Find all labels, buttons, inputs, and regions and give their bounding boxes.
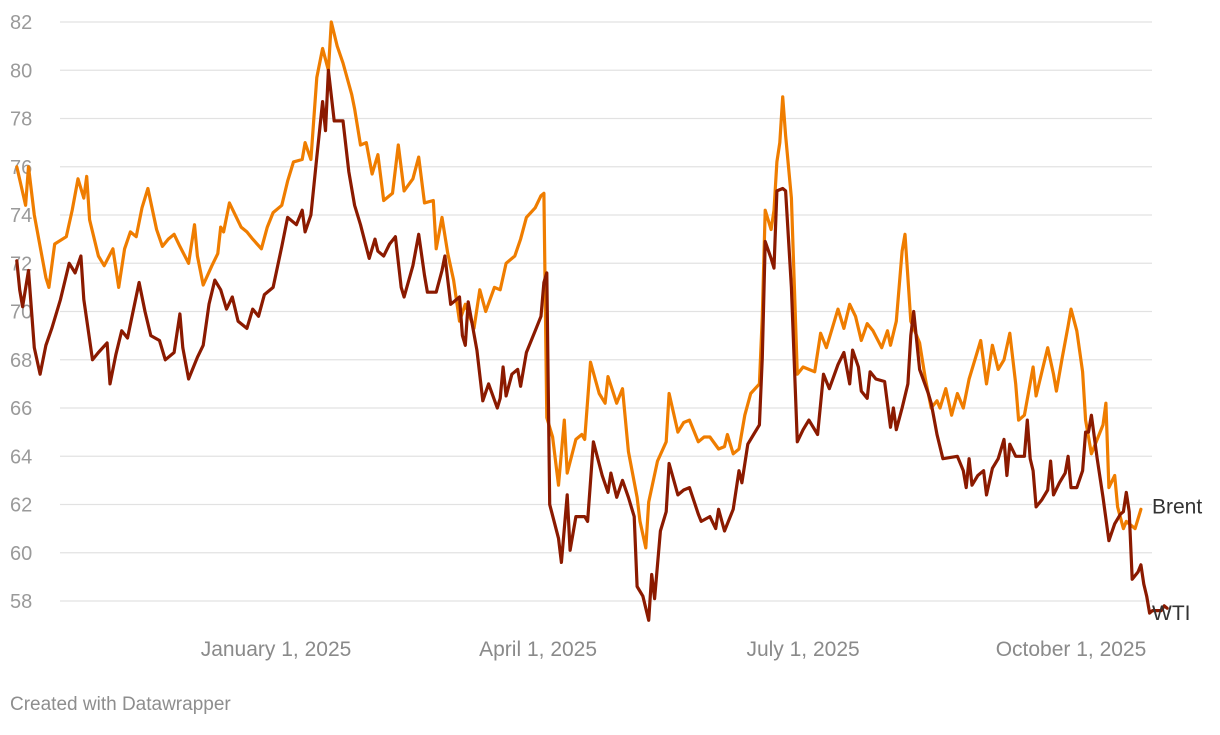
y-tick-label: 68 <box>10 350 32 372</box>
series-labels: Brent WTI <box>1152 495 1202 625</box>
x-tick-label: January 1, 2025 <box>201 638 352 661</box>
x-tick-label: April 1, 2025 <box>479 638 597 661</box>
y-tick-label: 66 <box>10 398 32 420</box>
series-lines <box>15 20 1169 622</box>
y-tick-label: 70 <box>10 302 32 324</box>
series-label-brent: Brent <box>1152 495 1202 518</box>
x-tick-label: July 1, 2025 <box>746 638 859 661</box>
y-tick-label: 82 <box>10 12 32 34</box>
series-line-wti <box>15 68 1169 622</box>
y-tick-label: 62 <box>10 495 32 517</box>
credit-footer[interactable]: Created with Datawrapper <box>10 694 231 715</box>
y-tick-label: 72 <box>10 253 32 275</box>
x-tick-label: October 1, 2025 <box>996 638 1147 661</box>
y-tick-label: 78 <box>10 109 32 131</box>
x-axis-ticks: January 1, 2025 April 1, 2025 July 1, 2025… <box>201 638 1147 661</box>
y-tick-label: 74 <box>10 205 32 227</box>
y-tick-label: 58 <box>10 591 32 613</box>
series-label-wti: WTI <box>1152 602 1190 625</box>
y-tick-label: 64 <box>10 446 32 468</box>
y-tick-label: 80 <box>10 60 32 82</box>
series-line-brent <box>15 20 1143 550</box>
gridlines <box>60 21 1152 602</box>
y-tick-label: 60 <box>10 543 32 565</box>
